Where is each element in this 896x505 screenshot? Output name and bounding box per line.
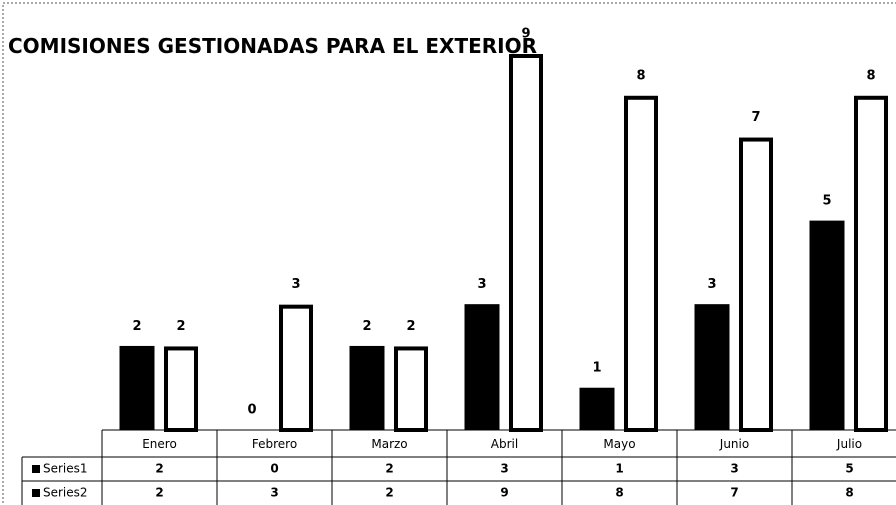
table-cell: 1 xyxy=(615,462,623,476)
legend-label: Series1 xyxy=(43,462,88,476)
data-label: 3 xyxy=(477,277,486,292)
table-cell: 9 xyxy=(500,486,508,500)
chart-title: COMISIONES GESTIONADAS PARA EL EXTERIOR xyxy=(8,34,537,58)
data-label: 8 xyxy=(866,68,875,83)
x-tick-label: Abril xyxy=(491,437,518,451)
data-label: 5 xyxy=(822,194,831,209)
legend-label: Series2 xyxy=(43,486,88,500)
bar xyxy=(119,345,155,431)
x-tick-label: Febrero xyxy=(252,437,297,451)
bar xyxy=(349,345,385,431)
bar xyxy=(809,220,845,431)
table-cell: 0 xyxy=(270,462,278,476)
data-label: 3 xyxy=(707,277,716,292)
bar xyxy=(464,304,500,431)
legend-swatch xyxy=(32,489,40,497)
x-tick-label: Junio xyxy=(719,437,749,451)
x-tick-label: Marzo xyxy=(371,437,407,451)
table-cell: 8 xyxy=(615,486,623,500)
data-label: 8 xyxy=(636,68,645,83)
table-cell: 7 xyxy=(730,486,738,500)
x-tick-label: Julio xyxy=(836,437,862,451)
table-cell: 8 xyxy=(845,486,853,500)
data-label: 2 xyxy=(362,319,371,334)
bar xyxy=(739,137,773,433)
bar xyxy=(579,387,615,431)
table-cell: 3 xyxy=(500,462,508,476)
data-label: 1 xyxy=(592,361,601,376)
bar xyxy=(854,95,888,433)
legend-swatch xyxy=(32,465,40,473)
data-label: 9 xyxy=(521,27,530,42)
table-cell: 2 xyxy=(155,462,163,476)
table-cell: 3 xyxy=(270,486,278,500)
bar xyxy=(279,304,313,432)
table-cell: 2 xyxy=(155,486,163,500)
x-tick-label: Mayo xyxy=(603,437,635,451)
data-label: 7 xyxy=(751,110,760,125)
table-cell: 3 xyxy=(730,462,738,476)
table-cell: 2 xyxy=(385,486,393,500)
bar xyxy=(624,95,658,433)
table-cell: 5 xyxy=(845,462,853,476)
bar xyxy=(394,346,428,433)
bar xyxy=(694,304,730,431)
data-label: 0 xyxy=(247,403,256,418)
table-cell: 2 xyxy=(385,462,393,476)
data-label: 3 xyxy=(291,277,300,292)
data-label: 2 xyxy=(406,319,415,334)
x-tick-label: Enero xyxy=(142,437,177,451)
bar xyxy=(164,346,198,433)
bar xyxy=(509,54,543,432)
data-label: 2 xyxy=(132,319,141,334)
data-label: 2 xyxy=(176,319,185,334)
